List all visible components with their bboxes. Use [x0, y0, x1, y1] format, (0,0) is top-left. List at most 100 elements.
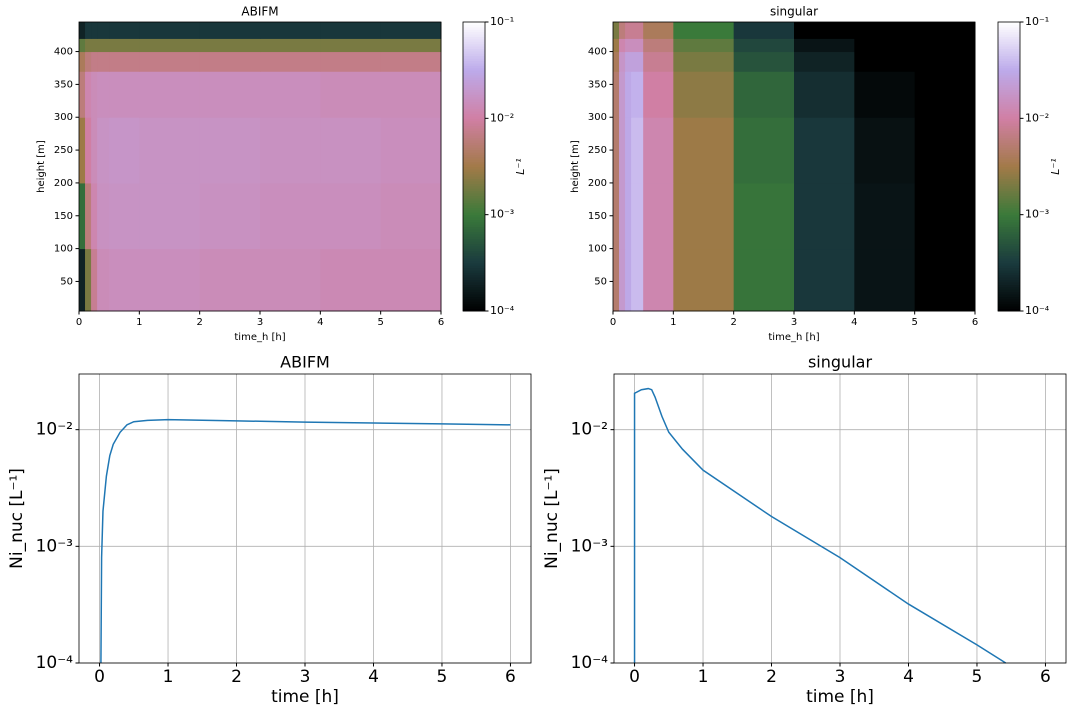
y-tick-label: 150 [54, 211, 73, 222]
colorbar-tick-label: 10⁻¹ [1025, 15, 1049, 28]
heatmap-cell [733, 248, 795, 312]
heatmap-cell [97, 51, 110, 72]
y-tick-label: 50 [594, 276, 607, 287]
colorbar-segment [463, 142, 485, 146]
heatmap-cell [794, 248, 855, 312]
colorbar-segment [998, 192, 1020, 196]
colorbar-segment [998, 164, 1020, 167]
colorbar-segment [998, 221, 1020, 225]
colorbar-segment [998, 62, 1020, 66]
colorbar-segment [463, 120, 485, 124]
colorbar-segment [998, 289, 1020, 293]
colorbar-segment [998, 147, 1020, 151]
colorbar-segment [998, 103, 1020, 107]
colorbar-segment [998, 296, 1020, 300]
colorbar-segment [998, 279, 1020, 283]
colorbar-segment [998, 31, 1020, 35]
heatmap-cell [199, 71, 261, 118]
heatmap-cell [794, 38, 855, 53]
colorbar-segment [998, 132, 1020, 136]
y-tick-label: 100 [54, 244, 73, 255]
y-axis-label: Ni_nuc [L⁻¹] [7, 468, 27, 569]
colorbar-segment [463, 41, 485, 45]
colorbar-segment [998, 84, 1020, 88]
heatmap-cell [673, 51, 735, 72]
colorbar-label: L⁻¹ [514, 158, 527, 174]
colorbar-segment [998, 91, 1020, 95]
x-tick-label: 1 [670, 317, 676, 328]
x-tick-label: 1 [163, 667, 174, 687]
y-axis-label: height [m] [570, 140, 581, 193]
heatmap-cell [320, 182, 382, 250]
colorbar-segment [463, 82, 485, 86]
heatmap-cell [914, 248, 976, 312]
colorbar-segment [463, 125, 485, 129]
heatmap-cell [914, 117, 976, 184]
colorbar-segment [998, 284, 1020, 288]
y-tick-label: 300 [588, 112, 607, 123]
colorbar-segment [998, 120, 1020, 124]
y-tick-label: 100 [588, 244, 607, 255]
colorbar-segment [463, 38, 485, 42]
x-axis-label: time [h] [806, 687, 874, 707]
colorbar-segment [463, 74, 485, 78]
colorbar-segment [463, 260, 485, 264]
heatmap-cell [380, 248, 442, 312]
heatmap-cell [625, 51, 632, 72]
colorbar-segment [463, 176, 485, 180]
heatmap-cell [79, 22, 86, 39]
heatmap-cell [79, 38, 86, 53]
colorbar-segment [463, 96, 485, 100]
colorbar-segment [998, 74, 1020, 78]
heatmap-cell [109, 182, 140, 250]
colorbar-segment [463, 236, 485, 240]
colorbar-segment [998, 212, 1020, 216]
heatmap-cell [613, 38, 620, 53]
colorbar-segment [463, 46, 485, 49]
colorbar-segment [998, 60, 1020, 64]
heatmap-cell [613, 51, 620, 72]
x-tick-label: 3 [257, 317, 263, 328]
heatmap-cell [320, 51, 382, 72]
colorbar-segment [998, 118, 1020, 122]
x-tick-label: 0 [610, 317, 616, 328]
heatmap-cell [643, 71, 674, 118]
colorbar-segment [998, 166, 1020, 170]
colorbar-segment [463, 152, 485, 155]
x-tick-label: 0 [76, 317, 82, 328]
colorbar-segment [463, 84, 485, 88]
x-tick-label: 5 [437, 667, 448, 687]
heatmap-cell [613, 71, 620, 118]
colorbar-segment [463, 303, 485, 307]
colorbar-segment [463, 245, 485, 249]
chart-title: singular [770, 5, 818, 19]
y-tick-label: 400 [54, 47, 73, 58]
colorbar-segment [998, 190, 1020, 194]
x-tick-label: 6 [972, 317, 978, 328]
colorbar-segment [463, 77, 485, 81]
y-tick-label: 10⁻³ [36, 536, 73, 556]
colorbar-segment [998, 101, 1020, 105]
colorbar-segment [463, 132, 485, 136]
colorbar-segment [998, 231, 1020, 235]
colorbar-segment [998, 171, 1020, 175]
colorbar-segment [998, 282, 1020, 286]
heatmap-cell [320, 248, 382, 312]
heatmap-cell [91, 51, 98, 72]
colorbar-segment [998, 53, 1020, 57]
y-tick-label: 10⁻³ [571, 536, 608, 556]
colorbar-tick-label: 10⁻⁴ [1025, 304, 1050, 317]
heatmap-cell [320, 22, 382, 39]
colorbar-segment [998, 248, 1020, 252]
colorbar-segment [998, 113, 1020, 117]
colorbar-segment [998, 250, 1020, 254]
x-tick-label: 4 [368, 667, 379, 687]
colorbar-segment [998, 154, 1020, 158]
colorbar-segment [463, 253, 485, 257]
heatmap-cell [97, 22, 110, 39]
heatmap-cell [631, 38, 644, 53]
colorbar-segment [463, 22, 485, 25]
colorbar-segment [463, 279, 485, 283]
colorbar-segment [463, 178, 485, 182]
colorbar-segment [998, 277, 1020, 281]
